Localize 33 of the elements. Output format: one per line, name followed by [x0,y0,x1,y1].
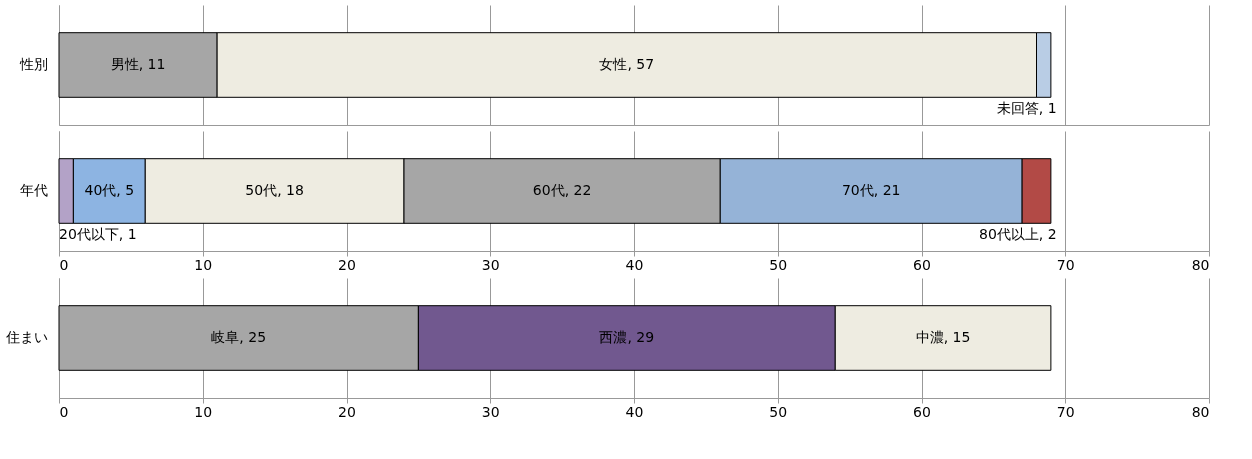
data-label: 40代, 5 [84,182,135,198]
x-tick-label: 40 [625,403,644,420]
x-tick-label: 30 [481,256,500,273]
data-label: 60代, 22 [532,182,592,198]
x-tick-label: 50 [769,256,788,273]
x-tick-label: 80 [1191,256,1210,273]
data-label: 50代, 18 [245,182,304,198]
x-tick-label: 60 [913,403,931,420]
x-tick-label: 20 [338,256,356,273]
x-tick-label: 10 [194,256,213,273]
data-label: 中濃, 15 [915,329,971,345]
data-label: 20代以下, 1 [59,226,137,242]
data-label: 女性, 57 [599,56,655,72]
x-tick-label: 60 [913,256,931,273]
x-tick-label: 0 [59,256,69,273]
data-label: 未回答, 1 [996,100,1057,116]
x-tick-label: 70 [1056,403,1075,420]
x-tick-label: 40 [625,256,644,273]
y-tick-label: 年代 [19,182,48,198]
data-label: 70代, 21 [841,182,901,198]
y-tick-label: 住まい [4,329,48,345]
data-label: 男性, 11 [110,56,166,72]
x-tick-label: 80 [1191,403,1210,420]
x-tick-label: 0 [59,403,69,420]
x-tick-label: 20 [338,403,356,420]
x-tick-label: 50 [769,403,788,420]
data-label: 岐阜, 25 [211,329,267,345]
data-label: 80代以上, 2 [979,226,1057,242]
x-tick-label: 10 [194,403,213,420]
data-label: 西濃, 29 [599,329,655,345]
x-tick-label: 30 [481,403,500,420]
y-tick-label: 性別 [18,56,48,72]
x-tick-label: 70 [1056,256,1075,273]
